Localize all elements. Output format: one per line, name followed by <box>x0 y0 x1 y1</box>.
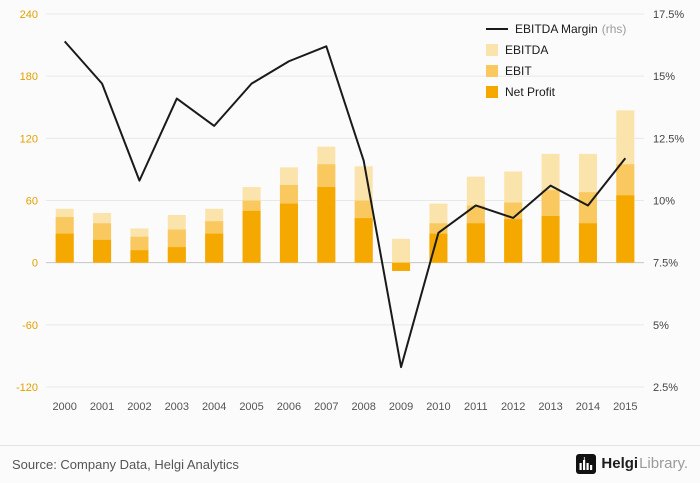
year-label: 2011 <box>464 401 488 413</box>
right-axis-tick: 2.5% <box>653 382 678 394</box>
right-axis-tick: 7.5% <box>653 258 678 270</box>
year-label: 2005 <box>239 401 263 413</box>
year-label: 2013 <box>538 401 562 413</box>
bar-segment <box>167 247 186 263</box>
legend: EBITDA Margin (rhs) EBITDA EBIT Net Prof… <box>486 22 626 99</box>
left-axis-tick: 60 <box>26 196 38 208</box>
year-label: 2010 <box>426 401 450 413</box>
year-label: 2009 <box>389 401 413 413</box>
left-axis-tick: 120 <box>20 133 38 145</box>
year-label: 2012 <box>501 401 525 413</box>
bar-segment <box>466 223 485 263</box>
combo-chart: 240 180 120 60 0 -60 -120 17.5% 15% 12.5% 10% 7.5% 5… <box>16 9 684 413</box>
legend-item-net-profit: Net Profit <box>486 85 626 99</box>
year-label: 2006 <box>277 401 301 413</box>
bar-segment <box>130 250 149 263</box>
legend-label: Net Profit <box>505 85 556 99</box>
bar-segment <box>93 239 112 263</box>
legend-item-ebit: EBIT <box>486 64 626 78</box>
helgi-library-logo[interactable]: HelgiLibrary. <box>576 454 688 474</box>
year-label: 2007 <box>314 401 338 413</box>
net-profit-swatch-icon <box>486 86 498 98</box>
right-axis-tick: 17.5% <box>653 9 684 21</box>
left-axis-tick: 240 <box>20 9 38 21</box>
right-axis-tick: 5% <box>653 320 669 332</box>
helgi-logo-icon <box>576 454 597 474</box>
year-label: 2014 <box>576 401 600 413</box>
bar-segment <box>541 216 560 263</box>
legend-item-ebitda-margin: EBITDA Margin (rhs) <box>486 22 626 36</box>
right-axis-tick: 15% <box>653 71 675 83</box>
bar-segment <box>392 238 411 263</box>
bar-segment <box>205 233 224 263</box>
bar-segment <box>242 210 261 263</box>
bar-segment <box>354 218 373 263</box>
year-label: 2003 <box>165 401 189 413</box>
ebit-swatch-icon <box>486 65 498 77</box>
left-axis-tick: -60 <box>22 320 38 332</box>
right-axis-tick: 10% <box>653 196 675 208</box>
left-axis-tick: 180 <box>20 71 38 83</box>
legend-label: EBITDA <box>505 43 549 57</box>
bars <box>55 110 635 271</box>
line-swatch-icon <box>486 28 508 30</box>
brand-suffix: Library. <box>639 455 688 472</box>
left-axis-tick: -120 <box>16 382 38 394</box>
year-label: 2001 <box>90 401 114 413</box>
bar-segment <box>279 203 298 263</box>
x-axis-labels: 2000 2001 2002 2003 2004 2005 2006 2007 2008 2009… <box>52 401 637 413</box>
legend-item-ebitda: EBITDA <box>486 43 626 57</box>
bar-segment <box>392 262 411 271</box>
legend-label: EBITDA Margin <box>515 22 598 36</box>
margin-line <box>63 40 627 369</box>
legend-rhs-note: (rhs) <box>601 22 627 36</box>
right-axis-tick: 12.5% <box>653 133 684 145</box>
source-note: Source: Company Data, Helgi Analytics <box>12 456 239 472</box>
bar-segment <box>578 223 597 263</box>
bar-segment <box>55 233 74 263</box>
footer: Source: Company Data, Helgi Analytics He… <box>0 445 700 482</box>
year-label: 2015 <box>613 401 637 413</box>
year-label: 2002 <box>127 401 151 413</box>
year-label: 2008 <box>351 401 375 413</box>
axis-tick-labels: 240 180 120 60 0 -60 -120 17.5% 15% 12.5% 10% 7.5% 5… <box>16 9 684 394</box>
bar-segment <box>317 187 336 263</box>
year-label: 2004 <box>202 401 226 413</box>
bar-segment <box>504 219 523 263</box>
chart-area: 240 180 120 60 0 -60 -120 17.5% 15% 12.5% 10% 7.5% 5… <box>16 9 684 413</box>
bar-segment <box>616 195 635 263</box>
bar-segment <box>429 233 448 263</box>
left-axis-tick: 0 <box>32 258 38 270</box>
legend-label: EBIT <box>505 64 532 78</box>
year-label: 2000 <box>52 401 76 413</box>
brand-name: Helgi <box>601 455 639 472</box>
ebitda-swatch-icon <box>486 44 498 56</box>
